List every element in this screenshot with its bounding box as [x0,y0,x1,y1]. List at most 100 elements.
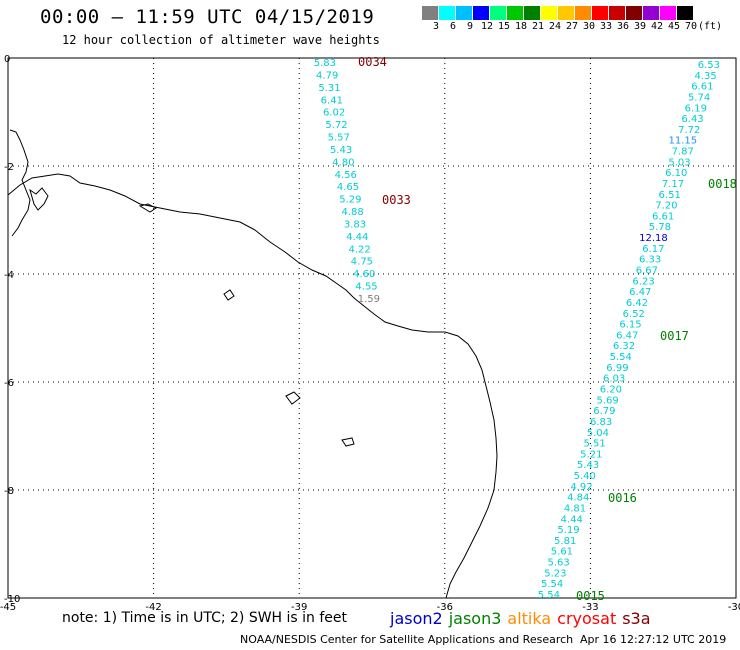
wave-height-value: 3.83 [344,219,366,230]
wave-height-value: 6.42 [626,298,648,309]
scale-label: 21 [531,21,545,32]
satellite-legend-item: cryosat [557,609,617,628]
wave-height-value: 7.87 [672,147,694,158]
y-tick-label: -2 [4,162,14,173]
wave-height-value: 6.02 [323,108,345,119]
wave-height-value: 4.75 [351,257,373,268]
scale-label: 33 [599,21,613,32]
scale-label: 45 [667,21,681,32]
coastline-island-north [9,129,31,237]
scale-label: 15 [497,21,511,32]
wave-height-value: 5.03 [668,157,690,168]
scale-swatch [558,6,575,20]
x-tick-label: -33 [582,602,598,613]
pass-id-label: 0033 [382,193,411,207]
wave-height-value: 4.79 [316,70,338,81]
scale-swatch [473,6,490,20]
wave-height-value: 5.57 [328,133,350,144]
wave-height-value: 4.84 [567,493,589,504]
wave-height-value: 4.81 [564,503,586,514]
scale-swatch [660,6,677,20]
wave-height-value: 5.83 [314,58,336,69]
wave-height-value: 6.15 [619,320,641,331]
scale-label: 36 [616,21,630,32]
wave-height-value: 4.65 [337,182,359,193]
wave-height-value: 5.74 [688,92,710,103]
scale-swatch [422,6,439,20]
wave-height-value: 6.41 [321,95,343,106]
island-small-2 [285,391,301,405]
wave-height-value: 6.23 [632,276,654,287]
altimeter-tracks: 5.834.795.316.416.025.725.575.434.804.56… [314,55,737,603]
wave-height-value: 6.51 [659,190,681,201]
wave-height-value: 6.52 [623,309,645,320]
satellite-legend: jason2 jason3 altika cryosat s3a [390,609,657,628]
scale-swatch [643,6,660,20]
scale-swatch [490,6,507,20]
island-small-1 [223,289,235,301]
wave-height-value: 5.61 [551,547,573,558]
coastline-islands-cluster [29,187,157,213]
scale-label: 3 [432,21,440,32]
generated-timestamp: Apr 16 12:27:12 UTC 2019 [580,633,727,646]
scale-swatch [592,6,609,20]
pass-id-label: 0015 [576,589,605,603]
wave-height-value: 6.61 [691,82,713,93]
pass-id-label: 0018 [708,177,737,191]
axis-tick-labels: -45 -42 -39 -36 -33 -30 0 -2 -4 -6 -8 -10 [0,54,740,613]
wave-height-value: 7.20 [655,201,677,212]
wave-height-value: 5.43 [330,145,352,156]
wave-height-value: 6.83 [590,417,612,428]
wave-height-value: 11.15 [669,136,698,147]
satellite-legend-item: altika [507,609,552,628]
map-subtitle: 12 hour collection of altimeter wave hei… [62,33,380,47]
scale-swatch [456,6,473,20]
y-tick-label: -10 [4,594,20,605]
wave-height-value: 1.59 [358,294,380,305]
wave-height-value: 7.17 [662,179,684,190]
wave-height-value: 5.51 [583,439,605,450]
wave-height-value: 4.92 [570,482,592,493]
scale-swatch [609,6,626,20]
scale-label: 27 [565,21,579,32]
wave-height-value: 5.19 [557,525,579,536]
scale-unit: (ft) [698,21,723,32]
wave-height-value: 6.32 [613,341,635,352]
wave-height-value: 6.33 [639,255,661,266]
wave-height-value: 4.88 [342,207,364,218]
map-frame [7,57,737,599]
wave-height-value: 6.47 [629,287,651,298]
scale-swatch [626,6,643,20]
x-tick-label: -36 [437,602,453,613]
wave-height-value: 4.44 [561,514,583,525]
wave-height-value: 5.81 [554,536,576,547]
map-title: 00:00 – 11:59 UTC 04/15/2019 [40,6,375,28]
scale-label: 9 [466,21,474,32]
wave-height-value: 5.04 [587,428,609,439]
scale-label: 6 [449,21,457,32]
wave-height-value: 4.60 [353,269,375,280]
wave-height-value: 5.78 [649,222,671,233]
wave-height-value: 4.56 [335,170,357,181]
x-tick-label: -30 [728,602,740,613]
wave-height-value: 4.44 [346,232,368,243]
wave-height-value: 6.47 [616,330,638,341]
wave-height-value: 5.63 [548,558,570,569]
wave-height-value: 6.20 [600,384,622,395]
scale-swatch [524,6,541,20]
lat-lon-grid [8,58,736,598]
x-tick-label: -45 [0,602,16,613]
wave-height-value: 7.72 [678,125,700,136]
wave-height-color-scale [422,6,694,20]
scale-label: 12 [480,21,494,32]
wave-height-value: 5.54 [538,590,560,601]
wave-height-value: 6.61 [652,211,674,222]
satellite-legend-item: jason2 [390,609,443,628]
wave-height-value: 6.17 [642,244,664,255]
credit-line: NOAA/NESDIS Center for Satellite Applica… [240,633,574,646]
x-tick-label: -42 [145,602,161,613]
scale-swatch [677,6,694,20]
wave-height-value: 6.19 [685,103,707,114]
wave-height-value: 5.21 [580,449,602,460]
